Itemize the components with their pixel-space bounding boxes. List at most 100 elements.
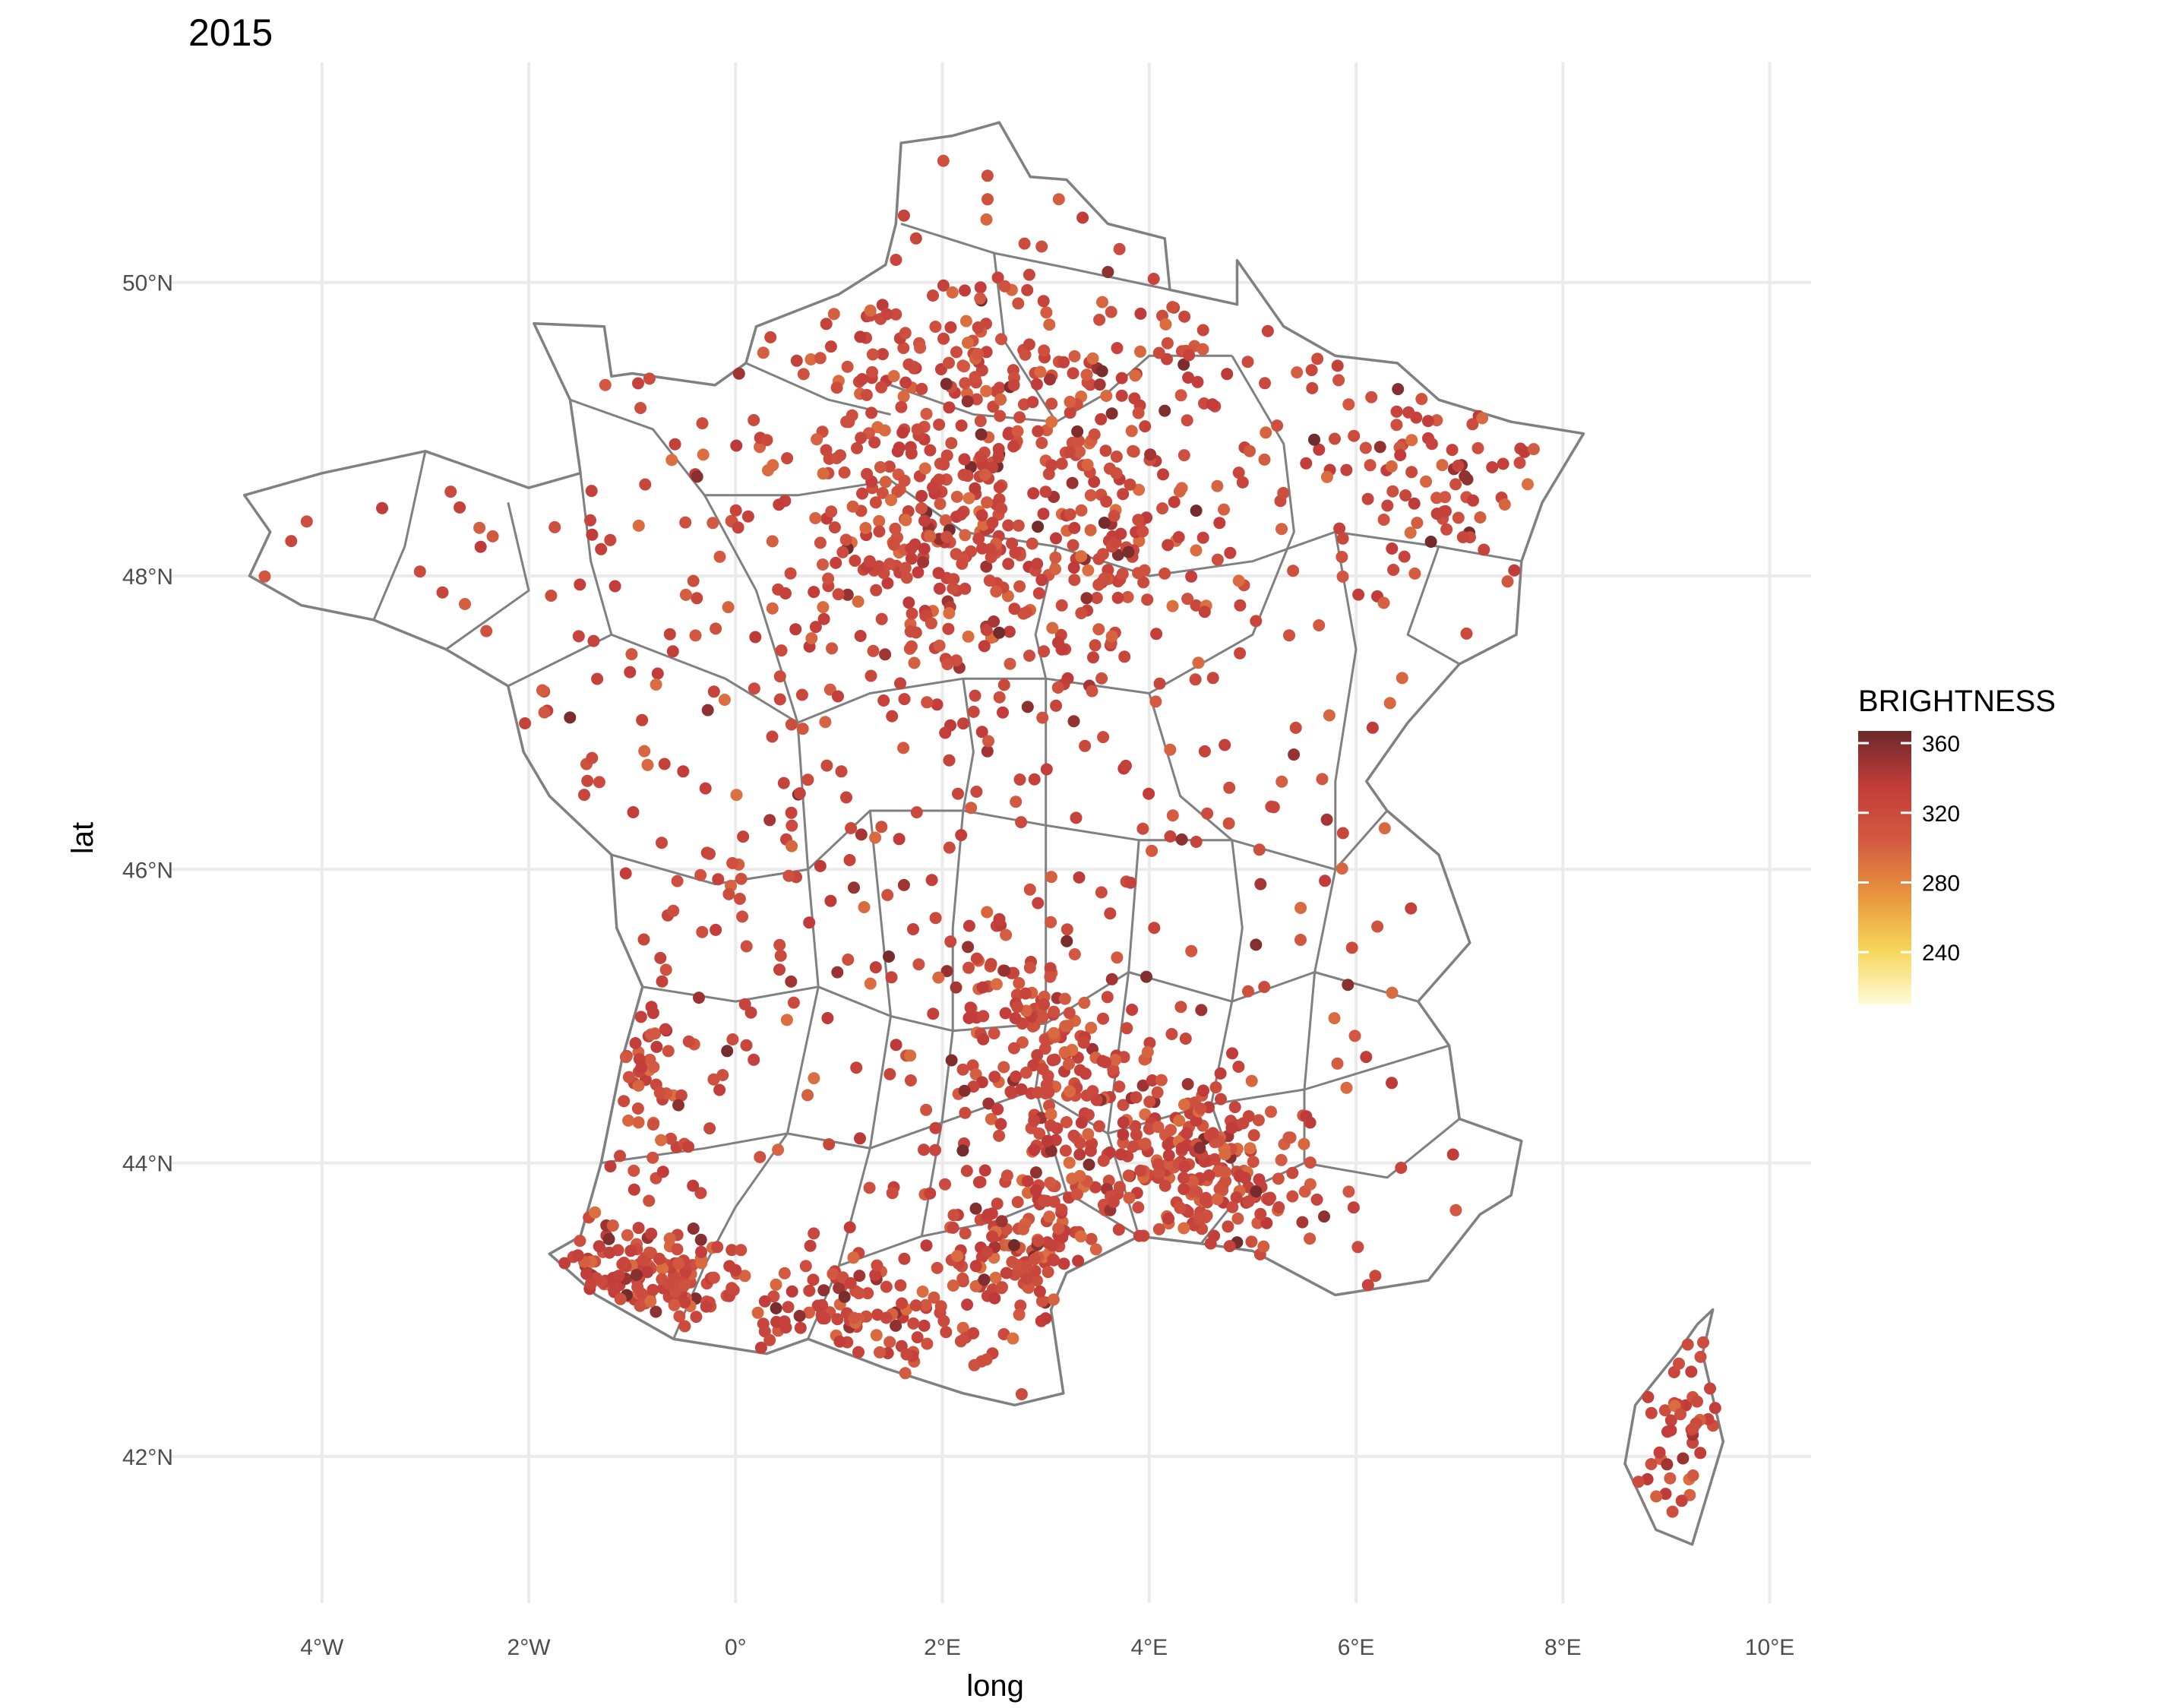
fire-point (1023, 338, 1035, 351)
fire-point (952, 787, 964, 800)
fire-point (766, 730, 779, 743)
fire-point (1294, 902, 1307, 914)
fire-point (995, 1282, 1008, 1295)
fire-point (990, 585, 1003, 598)
fire-point (1446, 444, 1459, 457)
fire-point (855, 373, 868, 385)
fire-point (1319, 875, 1332, 887)
fire-point (1112, 1223, 1125, 1236)
fire-point (1661, 1425, 1674, 1438)
fire-point (995, 333, 1007, 346)
fire-point (667, 904, 680, 917)
brightness-legend: BRIGHTNESS 360 320 280 240 (1858, 685, 2056, 1004)
fire-point (737, 830, 750, 843)
fire-point (1134, 1164, 1147, 1177)
fire-point (1124, 478, 1136, 491)
fire-point (1405, 434, 1418, 447)
fire-point (696, 925, 709, 938)
fire-point (639, 478, 652, 491)
fire-point (934, 1300, 947, 1313)
fire-point (834, 449, 846, 462)
fire-point (958, 453, 971, 466)
fire-point (285, 535, 298, 548)
fire-point (1113, 1080, 1126, 1093)
fire-point (1203, 1169, 1215, 1181)
fire-point (1096, 548, 1109, 561)
fire-point (659, 963, 672, 976)
fire-point (869, 961, 882, 974)
y-tick-label: 46°N (122, 858, 173, 883)
fire-point (931, 1261, 944, 1274)
fire-point (993, 691, 1006, 704)
fire-point (993, 913, 1006, 925)
fire-point (1250, 938, 1263, 951)
fire-point (906, 607, 918, 620)
fire-point (669, 438, 681, 451)
fire-point (880, 308, 893, 321)
department-border (372, 451, 427, 621)
fire-point (1133, 1229, 1146, 1242)
fire-point (646, 1151, 659, 1164)
fire-point (854, 1132, 866, 1145)
fire-point (1073, 1169, 1086, 1182)
fire-point (1046, 622, 1059, 634)
fire-point (763, 1333, 776, 1346)
fire-point (1311, 353, 1324, 365)
fire-point (713, 550, 726, 563)
fire-point (851, 441, 863, 454)
fire-point (614, 1150, 626, 1162)
fire-point (905, 552, 918, 565)
fire-point (915, 382, 928, 395)
fire-point (867, 644, 880, 657)
fire-point (1045, 916, 1057, 928)
fire-point (1425, 438, 1438, 451)
fire-point (940, 378, 953, 391)
fire-point (1175, 1142, 1188, 1155)
fire-point (1190, 544, 1203, 557)
fire-point (711, 1241, 724, 1254)
fire-point (1130, 1091, 1143, 1104)
department-border (569, 398, 891, 497)
fire-point (855, 432, 868, 444)
fire-point (1126, 1004, 1139, 1016)
fire-point (1010, 795, 1023, 808)
fire-point (1090, 1093, 1103, 1106)
fire-point (1026, 1020, 1039, 1033)
fire-point (828, 521, 841, 534)
fire-point (1019, 987, 1032, 1000)
x-tick-label: 2°W (507, 1635, 552, 1660)
fire-point (1333, 522, 1346, 535)
fire-point (869, 496, 882, 509)
fire-point (1164, 830, 1177, 843)
fire-point (1223, 1240, 1236, 1253)
fire-point (586, 751, 599, 764)
fire-point (1411, 517, 1424, 530)
fire-point (1068, 521, 1081, 534)
fire-point (1032, 897, 1045, 909)
fire-point (1040, 1078, 1053, 1091)
fire-point (1023, 961, 1036, 974)
fire-point (885, 494, 897, 507)
fire-point (1052, 1222, 1065, 1235)
fire-point (677, 765, 690, 778)
y-axis-title: lat (66, 822, 100, 854)
fire-point (1233, 1169, 1246, 1182)
fire-point (1390, 419, 1403, 432)
fire-point (1035, 240, 1048, 253)
fire-point (1225, 1121, 1238, 1134)
fire-point (956, 1272, 969, 1285)
fire-point (1298, 1137, 1310, 1150)
fire-point (707, 685, 720, 698)
fire-point (1093, 313, 1106, 326)
fire-point (773, 938, 786, 951)
x-tick-label: 2°E (924, 1635, 961, 1660)
fire-point (1038, 998, 1051, 1011)
fire-point (1247, 1156, 1260, 1169)
fire-point (1231, 1212, 1244, 1225)
fire-point (732, 521, 744, 534)
fire-point (919, 1298, 932, 1311)
fire-point (634, 1011, 647, 1023)
fire-point (844, 1276, 857, 1289)
fire-point (943, 401, 956, 414)
fire-point (1282, 1131, 1295, 1144)
